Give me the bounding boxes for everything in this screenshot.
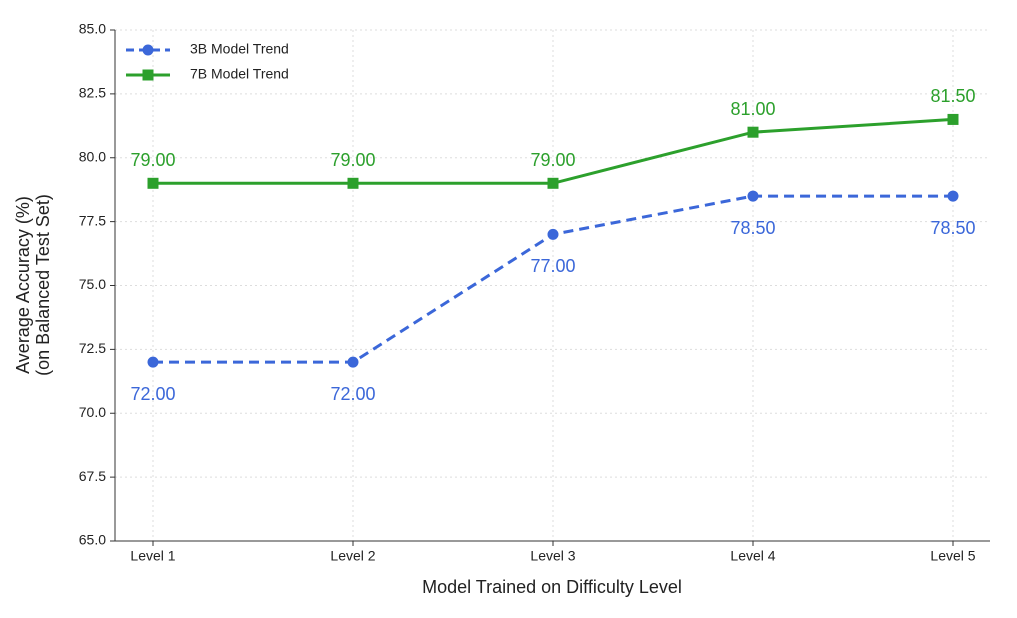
data-point: [547, 228, 559, 240]
y-tick-label: 77.5: [79, 212, 106, 228]
data-point: [747, 190, 759, 202]
data-point: [547, 177, 559, 189]
x-tick-label: Level 4: [730, 548, 775, 564]
data-label: 72.00: [130, 384, 175, 404]
y-axis-label: Average Accuracy (%) (on Balanced Test S…: [13, 194, 53, 376]
data-label: 72.00: [330, 384, 375, 404]
y-tick-label: 70.0: [79, 404, 106, 420]
data-label: 78.50: [730, 218, 775, 238]
legend-marker: [142, 44, 154, 56]
data-point: [147, 356, 159, 368]
y-tick-label: 85.0: [79, 21, 106, 37]
x-tick-label: Level 1: [130, 548, 175, 564]
legend-marker: [142, 69, 154, 81]
legend-label: 7B Model Trend: [190, 66, 289, 82]
data-point: [347, 177, 359, 189]
data-label: 81.50: [930, 86, 975, 106]
y-axis-label-line: Average Accuracy (%): [13, 196, 33, 374]
data-label: 77.00: [530, 256, 575, 276]
x-axis-label: Model Trained on Difficulty Level: [422, 577, 682, 597]
data-label: 79.00: [130, 150, 175, 170]
data-label: 79.00: [330, 150, 375, 170]
data-point: [747, 126, 759, 138]
data-point: [147, 177, 159, 189]
y-tick-label: 65.0: [79, 532, 106, 548]
x-tick-label: Level 3: [530, 548, 575, 564]
y-tick-label: 75.0: [79, 276, 106, 292]
data-label: 81.00: [730, 99, 775, 119]
data-point: [947, 113, 959, 125]
y-tick-label: 72.5: [79, 340, 106, 356]
y-tick-label: 67.5: [79, 468, 106, 484]
legend-label: 3B Model Trend: [190, 41, 289, 57]
y-tick-label: 80.0: [79, 148, 106, 164]
data-label: 79.00: [530, 150, 575, 170]
y-axis-label-line: (on Balanced Test Set): [33, 194, 53, 376]
x-tick-label: Level 5: [930, 548, 975, 564]
y-tick-label: 82.5: [79, 85, 106, 101]
x-tick-label: Level 2: [330, 548, 375, 564]
data-label: 78.50: [930, 218, 975, 238]
data-point: [947, 190, 959, 202]
data-point: [347, 356, 359, 368]
